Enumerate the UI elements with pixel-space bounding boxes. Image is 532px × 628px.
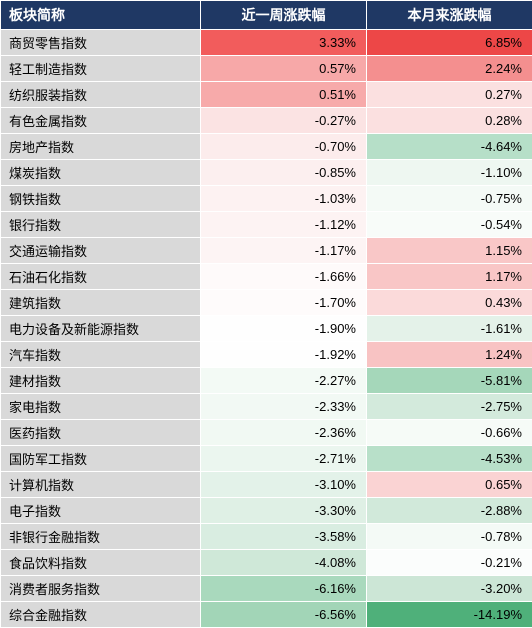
sector-name: 国防军工指数 [1, 446, 201, 472]
week-change: -1.92% [201, 342, 367, 368]
table-row: 交通运输指数-1.17%1.15% [1, 238, 532, 264]
month-change: 0.43% [367, 290, 532, 316]
month-change: -0.78% [367, 524, 532, 550]
sector-name: 纺织服装指数 [1, 82, 201, 108]
table-row: 银行指数-1.12%-0.54% [1, 212, 532, 238]
table-row: 国防军工指数-2.71%-4.53% [1, 446, 532, 472]
month-change: -2.88% [367, 498, 532, 524]
sector-name: 银行指数 [1, 212, 201, 238]
month-change: 1.15% [367, 238, 532, 264]
table-row: 煤炭指数-0.85%-1.10% [1, 160, 532, 186]
month-change: -0.66% [367, 420, 532, 446]
week-change: -1.90% [201, 316, 367, 342]
week-change: -1.12% [201, 212, 367, 238]
month-change: -0.54% [367, 212, 532, 238]
month-change: -4.53% [367, 446, 532, 472]
sector-name: 消费者服务指数 [1, 576, 201, 602]
week-change: -4.08% [201, 550, 367, 576]
week-change: -0.85% [201, 160, 367, 186]
month-change: 0.28% [367, 108, 532, 134]
table-row: 汽车指数-1.92%1.24% [1, 342, 532, 368]
week-change: -3.10% [201, 472, 367, 498]
header-week: 近一周涨跌幅 [201, 1, 367, 30]
month-change: -5.81% [367, 368, 532, 394]
sector-name: 汽车指数 [1, 342, 201, 368]
month-change: -4.64% [367, 134, 532, 160]
sector-name: 房地产指数 [1, 134, 201, 160]
week-change: -6.16% [201, 576, 367, 602]
sector-name: 电子指数 [1, 498, 201, 524]
sector-name: 计算机指数 [1, 472, 201, 498]
month-change: -2.75% [367, 394, 532, 420]
table-row: 纺织服装指数0.51%0.27% [1, 82, 532, 108]
week-change: -3.58% [201, 524, 367, 550]
table-row: 建筑指数-1.70%0.43% [1, 290, 532, 316]
sector-name: 非银行金融指数 [1, 524, 201, 550]
table-row: 家电指数-2.33%-2.75% [1, 394, 532, 420]
week-change: -2.71% [201, 446, 367, 472]
sector-name: 电力设备及新能源指数 [1, 316, 201, 342]
table-row: 有色金属指数-0.27%0.28% [1, 108, 532, 134]
week-change: -2.27% [201, 368, 367, 394]
sector-performance-table: 板块简称 近一周涨跌幅 本月来涨跌幅 商贸零售指数3.33%6.85%轻工制造指… [0, 0, 532, 628]
sector-name: 石油石化指数 [1, 264, 201, 290]
sector-name: 建材指数 [1, 368, 201, 394]
table-row: 医药指数-2.36%-0.66% [1, 420, 532, 446]
month-change: -1.61% [367, 316, 532, 342]
month-change: 0.65% [367, 472, 532, 498]
sector-name: 建筑指数 [1, 290, 201, 316]
week-change: -1.66% [201, 264, 367, 290]
month-change: 0.27% [367, 82, 532, 108]
week-change: -1.70% [201, 290, 367, 316]
table-row: 电力设备及新能源指数-1.90%-1.61% [1, 316, 532, 342]
week-change: -0.70% [201, 134, 367, 160]
sector-name: 家电指数 [1, 394, 201, 420]
sector-name: 煤炭指数 [1, 160, 201, 186]
month-change: -1.10% [367, 160, 532, 186]
month-change: 1.24% [367, 342, 532, 368]
week-change: 0.57% [201, 56, 367, 82]
table-row: 商贸零售指数3.33%6.85% [1, 30, 532, 56]
week-change: -1.03% [201, 186, 367, 212]
sector-name: 钢铁指数 [1, 186, 201, 212]
week-change: -2.36% [201, 420, 367, 446]
week-change: 0.51% [201, 82, 367, 108]
table-row: 综合金融指数-6.56%-14.19% [1, 602, 532, 628]
week-change: -0.27% [201, 108, 367, 134]
month-change: -0.21% [367, 550, 532, 576]
sector-name: 商贸零售指数 [1, 30, 201, 56]
month-change: -14.19% [367, 602, 532, 628]
sector-name: 食品饮料指数 [1, 550, 201, 576]
month-change: 6.85% [367, 30, 532, 56]
header-month: 本月来涨跌幅 [367, 1, 532, 30]
table-row: 电子指数-3.30%-2.88% [1, 498, 532, 524]
header-name: 板块简称 [1, 1, 201, 30]
sector-name: 综合金融指数 [1, 602, 201, 628]
table-row: 食品饮料指数-4.08%-0.21% [1, 550, 532, 576]
month-change: 1.17% [367, 264, 532, 290]
month-change: -3.20% [367, 576, 532, 602]
week-change: -1.17% [201, 238, 367, 264]
table-row: 钢铁指数-1.03%-0.75% [1, 186, 532, 212]
month-change: -0.75% [367, 186, 532, 212]
week-change: -2.33% [201, 394, 367, 420]
sector-name: 轻工制造指数 [1, 56, 201, 82]
week-change: 3.33% [201, 30, 367, 56]
table-row: 计算机指数-3.10%0.65% [1, 472, 532, 498]
sector-name: 医药指数 [1, 420, 201, 446]
table-row: 房地产指数-0.70%-4.64% [1, 134, 532, 160]
table-header-row: 板块简称 近一周涨跌幅 本月来涨跌幅 [1, 1, 532, 30]
table-row: 建材指数-2.27%-5.81% [1, 368, 532, 394]
week-change: -3.30% [201, 498, 367, 524]
sector-name: 有色金属指数 [1, 108, 201, 134]
table-row: 轻工制造指数0.57%2.24% [1, 56, 532, 82]
week-change: -6.56% [201, 602, 367, 628]
table-body: 商贸零售指数3.33%6.85%轻工制造指数0.57%2.24%纺织服装指数0.… [1, 30, 532, 628]
sector-name: 交通运输指数 [1, 238, 201, 264]
table-row: 消费者服务指数-6.16%-3.20% [1, 576, 532, 602]
table-row: 石油石化指数-1.66%1.17% [1, 264, 532, 290]
month-change: 2.24% [367, 56, 532, 82]
table-row: 非银行金融指数-3.58%-0.78% [1, 524, 532, 550]
